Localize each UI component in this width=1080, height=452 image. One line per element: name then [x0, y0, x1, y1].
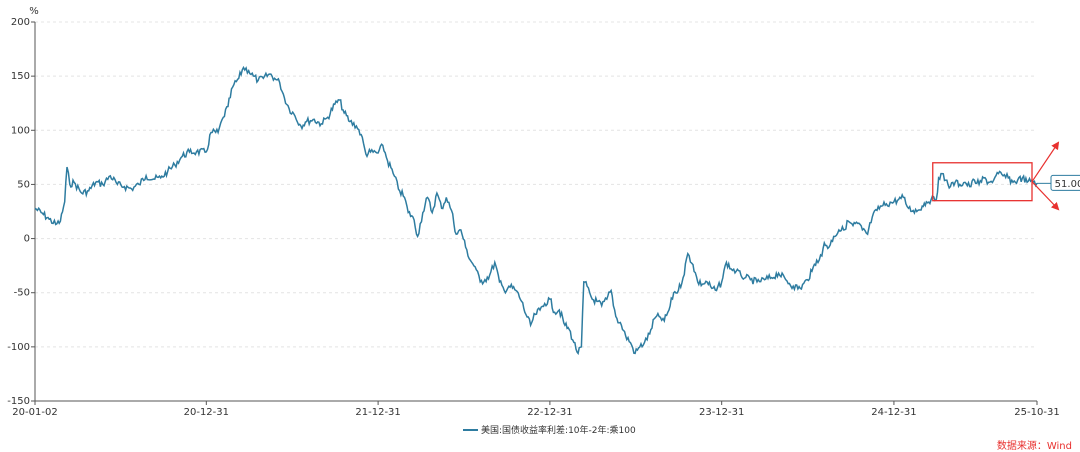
- legend-label: 美国:国债收益率利差:10年-2年:乘100: [481, 424, 636, 436]
- x-tick-label: 20-12-31: [184, 407, 229, 418]
- y-tick-label: 100: [11, 125, 30, 136]
- series-line: [34, 65, 1038, 356]
- arrow-down: [1031, 181, 1060, 211]
- x-tick-label: 23-12-31: [699, 407, 744, 418]
- end-value-label: 51.00: [1055, 179, 1080, 190]
- y-tick-label: -100: [7, 342, 30, 353]
- x-tick-label: 20-01-02: [12, 407, 57, 418]
- highlight-annotation: [932, 141, 1060, 211]
- x-tick-label: 25-10-31: [1014, 407, 1059, 418]
- y-tick-label: -50: [14, 288, 30, 299]
- x-tick-label: 22-12-31: [527, 407, 572, 418]
- source-note: 数据来源：Wind: [996, 441, 1072, 452]
- y-tick-label: 150: [11, 71, 30, 82]
- gridlines: [35, 21, 1037, 348]
- arrow-up: [1031, 141, 1060, 183]
- axes: [34, 22, 1037, 402]
- y-unit-label: %: [29, 6, 39, 17]
- x-tick-label: 21-12-31: [355, 407, 400, 418]
- x-tick-label: 24-12-31: [871, 407, 916, 418]
- y-tick-label: 50: [17, 179, 30, 190]
- end-value-callout: 51.00: [1037, 174, 1080, 191]
- legend: 美国:国债收益率利差:10年-2年:乘100: [463, 424, 636, 436]
- callout-box: [1050, 174, 1080, 191]
- x-axis-ticks: 20-01-02 20-12-31 21-12-31 22-12-31 23-12-31…: [12, 401, 1060, 418]
- y-tick-label: -150: [7, 396, 30, 407]
- y-tick-label: 200: [11, 17, 30, 28]
- y-axis-ticks: -150 -100 -50 0 50 100 150 200: [7, 17, 35, 407]
- y-tick-label: 0: [24, 234, 30, 245]
